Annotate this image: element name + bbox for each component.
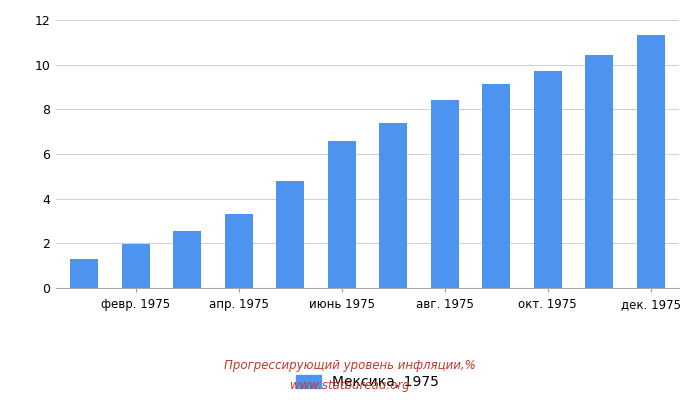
- Text: Прогрессирующий уровень инфляции,%: Прогрессирующий уровень инфляции,%: [224, 360, 476, 372]
- Bar: [430, 100, 459, 288]
- Bar: [379, 123, 407, 288]
- Legend: Мексика, 1975: Мексика, 1975: [296, 375, 439, 389]
- Bar: [585, 55, 613, 288]
- Bar: [173, 231, 202, 288]
- Bar: [328, 141, 356, 288]
- Bar: [225, 214, 253, 288]
- Bar: [122, 244, 150, 288]
- Bar: [70, 259, 99, 288]
- Bar: [482, 84, 510, 288]
- Bar: [533, 71, 562, 288]
- Bar: [276, 181, 304, 288]
- Bar: [636, 34, 665, 288]
- Text: www.statbureau.org: www.statbureau.org: [290, 380, 410, 392]
